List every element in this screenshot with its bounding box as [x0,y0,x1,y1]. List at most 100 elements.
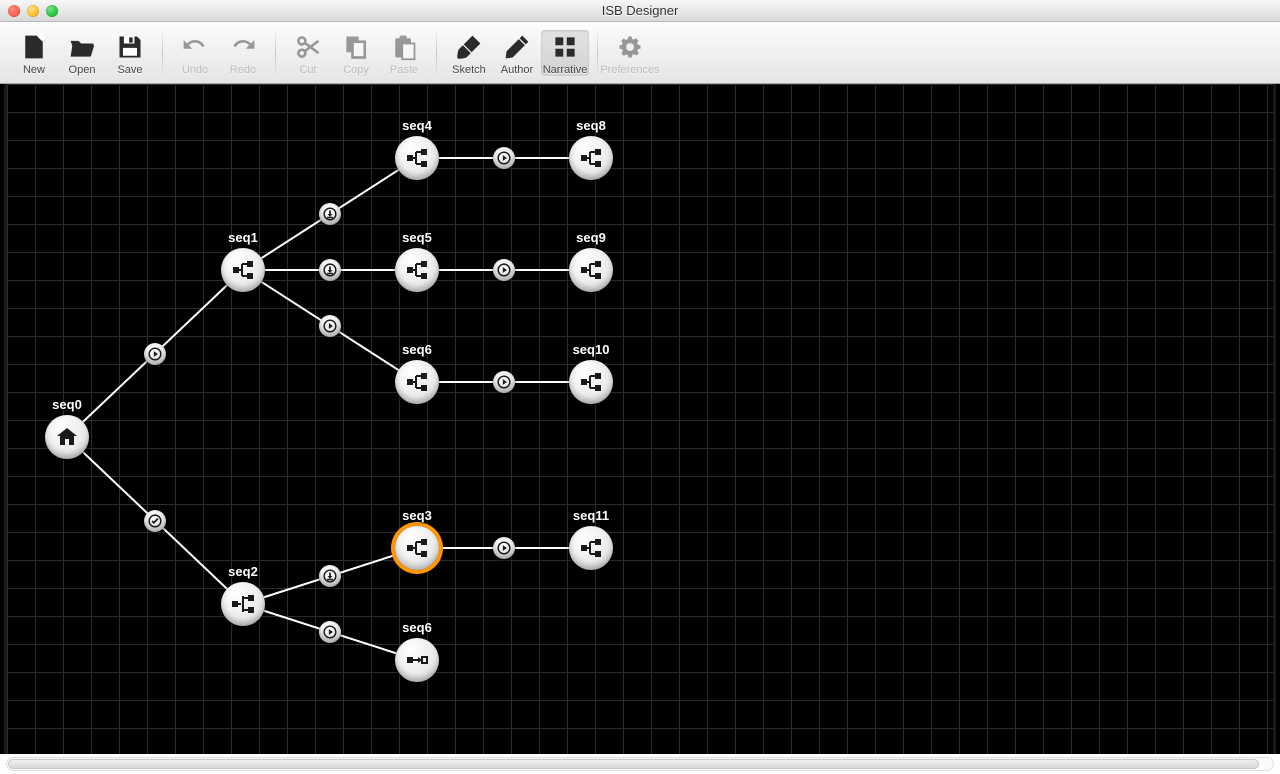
toolbar-button-label: Narrative [543,64,588,76]
branch-icon [231,258,255,282]
end-icon [405,648,429,672]
graph-node-seq11[interactable] [569,526,613,570]
brush-icon [454,32,484,62]
floppy-icon [115,32,145,62]
home-icon [55,425,79,449]
sketch-button[interactable]: Sketch [445,30,493,76]
graph-node-label: seq3 [402,508,432,523]
paste-button: Paste [380,30,428,76]
folder-open-icon [67,32,97,62]
toolbar-group: Sketch Author Narrative [445,30,589,76]
zoom-window-button[interactable] [46,5,58,17]
minimize-window-button[interactable] [27,5,39,17]
choice-icon [231,592,255,616]
save-button[interactable]: Save [106,30,154,76]
graph-node-seq8[interactable] [569,136,613,180]
grid4-icon [550,32,580,62]
gear-icon [615,32,645,62]
copy-icon [341,32,371,62]
edge-connector-download[interactable] [319,565,341,587]
branch-icon [579,146,603,170]
branch-icon [579,370,603,394]
graph-node-seq1[interactable] [221,248,265,292]
close-window-button[interactable] [8,5,20,17]
edge-connector-arrow[interactable] [493,371,515,393]
branch-icon [579,536,603,560]
graph-node-label: seq6 [402,342,432,357]
toolbar-button-label: Paste [390,64,418,76]
edge-connector-check[interactable] [144,510,166,532]
open-button[interactable]: Open [58,30,106,76]
arrow-icon [497,375,511,389]
graph-node-label: seq9 [576,230,606,245]
preferences-button: Preferences [606,30,654,76]
arrow-icon [323,625,337,639]
graph-node-seq0[interactable] [45,415,89,459]
graph-node-label: seq2 [228,564,258,579]
scrollbar-track[interactable] [6,757,1274,771]
edge-connector-download[interactable] [319,259,341,281]
graph-node-seq4[interactable] [395,136,439,180]
toolbar-button-label: Preferences [600,64,659,76]
toolbar-group: Undo Redo [171,30,267,76]
horizontal-scrollbar[interactable] [0,754,1280,774]
graph-node-label: seq1 [228,230,258,245]
graph-node-seq5[interactable] [395,248,439,292]
graph-node-seq10[interactable] [569,360,613,404]
redo-icon [228,32,258,62]
edge-connector-arrow[interactable] [493,259,515,281]
edge-connector-arrow[interactable] [144,343,166,365]
edge-connector-arrow[interactable] [493,147,515,169]
toolbar-button-label: Redo [230,64,256,76]
window-controls [8,5,58,17]
download-icon [323,569,337,583]
edge-connector-download[interactable] [319,203,341,225]
cut-button: Cut [284,30,332,76]
arrow-icon [497,151,511,165]
graph-node-label: seq0 [52,397,82,412]
graph-node-seq9[interactable] [569,248,613,292]
author-button[interactable]: Author [493,30,541,76]
edge-connector-arrow[interactable] [319,621,341,643]
edge-connector-arrow[interactable] [493,537,515,559]
narrative-canvas[interactable]: seq0 seq1 seq2 seq3 seq4 [4,84,1276,754]
graph-node-label: seq8 [576,118,606,133]
toolbar-button-label: Save [117,64,142,76]
download-icon [323,207,337,221]
toolbar-separator [597,29,598,77]
graph-node-label: seq6 [402,620,432,635]
graph-node-label: seq10 [573,342,610,357]
toolbar-group: New Open Save [10,30,154,76]
graph-node-seq6a[interactable] [395,360,439,404]
edge-connector-arrow[interactable] [319,315,341,337]
arrow-icon [148,347,162,361]
branch-icon [405,258,429,282]
branch-icon [579,258,603,282]
toolbar-button-label: Cut [299,64,316,76]
toolbar-button-label: Undo [182,64,208,76]
arrow-icon [497,263,511,277]
graph-node-label: seq5 [402,230,432,245]
toolbar-button-label: New [23,64,45,76]
graph-node-label: seq4 [402,118,432,133]
window-title: ISB Designer [0,3,1280,18]
toolbar-group: Preferences [606,30,654,76]
toolbar-separator [436,29,437,77]
toolbar-button-label: Author [501,64,533,76]
check-icon [148,514,162,528]
branch-icon [405,146,429,170]
scrollbar-thumb[interactable] [8,759,1259,769]
undo-button: Undo [171,30,219,76]
toolbar-button-label: Sketch [452,64,486,76]
download-icon [323,263,337,277]
scissors-icon [293,32,323,62]
new-button[interactable]: New [10,30,58,76]
graph-node-seq6b[interactable] [395,638,439,682]
graph-node-seq2[interactable] [221,582,265,626]
graph-edges [7,84,1273,754]
branch-icon [405,370,429,394]
paste-icon [389,32,419,62]
toolbar-group: CutCopyPaste [284,30,428,76]
narrative-button[interactable]: Narrative [541,30,589,76]
graph-node-seq3[interactable] [395,526,439,570]
